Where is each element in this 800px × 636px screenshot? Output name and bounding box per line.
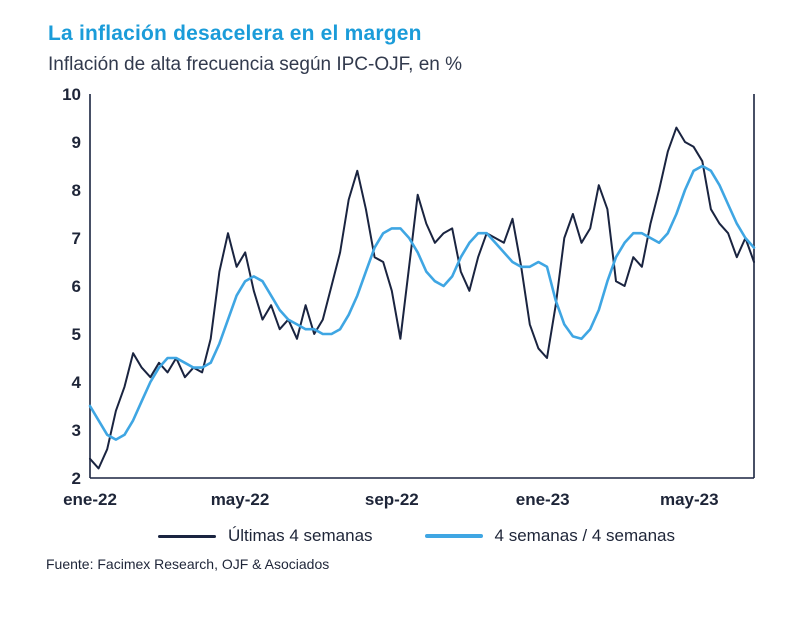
chart-title: La inflación desacelera en el margen (48, 22, 422, 45)
x-tick-label: ene-22 (63, 490, 117, 509)
series-line-1 (88, 164, 756, 441)
legend-item-4-semanas-4-semanas: 4 semanas / 4 semanas (424, 526, 676, 546)
x-tick-label: sep-22 (365, 490, 419, 509)
legend-label-ultimas-4-semanas: Últimas 4 semanas (227, 526, 373, 545)
source-note: Fuente: Facimex Research, OJF & Asociado… (46, 556, 330, 572)
y-tick-label: 2 (72, 469, 81, 488)
blue-line-swatch (424, 534, 483, 538)
chart-subtitle: Inflación de alta frecuencia según IPC-O… (48, 54, 463, 75)
y-tick-label: 7 (72, 229, 81, 248)
y-tick-label: 8 (72, 181, 81, 200)
x-tick-label: may-22 (211, 490, 270, 509)
legend-label-4-semanas-4-semanas: 4 semanas / 4 semanas (494, 526, 676, 545)
report-page: La inflación desacelera en el margen Inf… (44, 22, 789, 572)
chart-legend: Últimas 4 semanas 4 semanas / 4 semanas (44, 526, 789, 546)
y-tick-label: 6 (72, 277, 81, 296)
navy-line-swatch (157, 534, 216, 538)
x-tick-label: ene-23 (516, 490, 570, 509)
axes (89, 94, 755, 479)
series-line-0 (89, 126, 755, 470)
legend-item-ultimas-4-semanas: Últimas 4 semanas (157, 526, 373, 546)
y-axis-labels: 2 3 4 5 6 7 8 9 10 (62, 85, 81, 488)
x-axis-labels: ene-22 may-22 sep-22 ene-23 may-23 (63, 490, 719, 509)
y-tick-label: 9 (72, 133, 81, 152)
y-tick-label: 10 (62, 85, 81, 104)
y-tick-label: 5 (72, 325, 81, 344)
x-tick-label: may-23 (660, 490, 719, 509)
y-tick-label: 3 (72, 421, 81, 440)
y-tick-label: 4 (72, 373, 82, 392)
series-lines (88, 126, 756, 470)
inflation-chart: 2 3 4 5 6 7 8 9 10 ene-22 may-22 sep-22 ene-23 may-2… (62, 85, 756, 509)
